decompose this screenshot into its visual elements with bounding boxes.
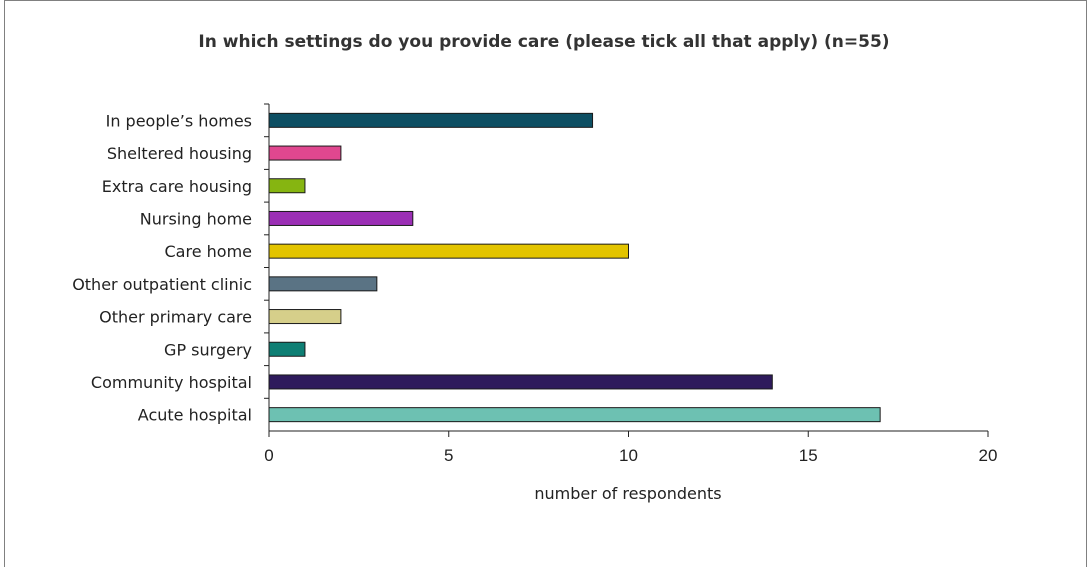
- x-tick-label: 10: [619, 446, 638, 465]
- category-label: Community hospital: [91, 373, 252, 392]
- category-label: Acute hospital: [138, 406, 252, 425]
- bar: [268, 145, 342, 161]
- bar: [268, 407, 881, 423]
- bar: [268, 178, 306, 194]
- category-label: GP surgery: [164, 340, 252, 359]
- bar: [268, 112, 594, 128]
- x-tick-label: 20: [979, 446, 998, 465]
- bar: [268, 341, 306, 357]
- category-label: Other primary care: [99, 308, 252, 327]
- category-label: Extra care housing: [102, 177, 252, 196]
- category-label: Nursing home: [140, 209, 252, 228]
- category-label: Other outpatient clinic: [72, 275, 252, 294]
- bar: [268, 309, 342, 325]
- category-label: Care home: [165, 242, 253, 261]
- x-tick-label: 15: [799, 446, 818, 465]
- chart-frame: [4, 0, 1087, 567]
- bar: [268, 276, 378, 292]
- bar: [268, 243, 629, 259]
- x-tick-label: 0: [264, 446, 273, 465]
- x-axis-label: number of respondents: [534, 484, 722, 503]
- x-tick-label: 5: [444, 446, 453, 465]
- chart-title: In which settings do you provide care (p…: [198, 32, 890, 52]
- category-label: Sheltered housing: [107, 144, 252, 163]
- bar: [268, 210, 414, 226]
- bar: [268, 374, 773, 390]
- category-label: In people’s homes: [106, 111, 252, 130]
